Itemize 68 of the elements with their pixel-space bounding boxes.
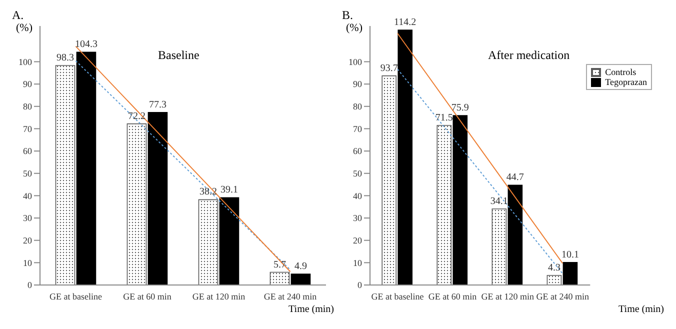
- chart-title: B.: [342, 8, 354, 23]
- y-tick-label: 20: [23, 236, 32, 246]
- y-tick-label: 30: [23, 213, 32, 224]
- bar: [148, 112, 168, 285]
- bar: [546, 275, 562, 285]
- legend-label: Tegoprazan: [605, 77, 647, 87]
- data-label: 10.1: [561, 249, 579, 260]
- y-tick-label: 10: [23, 258, 32, 268]
- data-label: 77.3: [148, 99, 166, 110]
- bar: [382, 75, 397, 285]
- data-label: 4.3: [548, 262, 560, 274]
- data-label: 98.3: [56, 52, 74, 64]
- y-axis-title: (%): [16, 22, 32, 34]
- text: After medication: [488, 48, 570, 63]
- y-tick-label: 70: [353, 124, 362, 134]
- chart-title: A.: [12, 8, 24, 23]
- data-label: 75.9: [451, 102, 469, 114]
- x-tick-label: GE at baseline: [371, 291, 424, 302]
- bar: [492, 208, 507, 285]
- x-tick-label: GE at 60 min: [123, 291, 172, 302]
- y-axis-title: (%): [346, 22, 362, 34]
- data-label: 104.3: [74, 39, 98, 50]
- bar: [562, 262, 578, 285]
- bar: [126, 123, 147, 285]
- data-label: 39.1: [220, 184, 238, 196]
- y-tick-label: 70: [23, 124, 32, 134]
- x-tick-label: GE at 120 min: [192, 291, 246, 302]
- x-axis-title: Time (min): [618, 304, 664, 315]
- y-tick-label: 60: [23, 146, 32, 156]
- y-tick-label: 80: [353, 102, 362, 112]
- y-tick-label: 90: [353, 79, 362, 90]
- x-tick-label: GE at 60 min: [428, 291, 478, 302]
- x-axis-title: Time (min): [288, 304, 334, 315]
- bar: [452, 115, 468, 285]
- bar: [436, 124, 452, 285]
- bar: [290, 274, 311, 285]
- y-tick-label: 10: [353, 258, 362, 268]
- bar: [270, 272, 290, 285]
- x-tick-label: GE at 240 min: [536, 291, 590, 302]
- bar: [508, 184, 523, 285]
- x-tick-label: GE at baseline: [50, 291, 102, 302]
- y-tick-label: 50: [23, 168, 32, 179]
- data-label: 71.5: [435, 112, 453, 124]
- text: Baseline: [158, 48, 200, 63]
- bar: [55, 65, 76, 285]
- data-label: 34.1: [490, 196, 508, 207]
- bar: [76, 52, 96, 285]
- y-tick-label: 100: [18, 56, 32, 67]
- y-tick-label: 40: [23, 190, 32, 201]
- y-tick-label: 0: [28, 280, 32, 290]
- data-label: 44.7: [506, 172, 524, 184]
- y-tick-label: 90: [23, 79, 32, 90]
- y-tick-label: 50: [353, 168, 362, 179]
- y-tick-label: 40: [353, 190, 362, 201]
- x-tick-label: GE at 120 min: [481, 291, 534, 302]
- bar: [219, 197, 240, 285]
- data-label: 4.9: [294, 261, 307, 272]
- y-tick-label: 30: [353, 213, 362, 224]
- x-tick-label: GE at 240 min: [264, 291, 318, 302]
- y-tick-label: 60: [353, 146, 362, 156]
- y-tick-label: 100: [348, 56, 362, 67]
- y-tick-label: 20: [353, 236, 362, 246]
- data-label: 114.2: [394, 17, 416, 28]
- y-tick-label: 80: [23, 102, 32, 112]
- legend-label: Controls: [605, 67, 636, 77]
- y-tick-label: 0: [358, 280, 362, 290]
- bar: [198, 199, 218, 285]
- bar: [398, 30, 413, 285]
